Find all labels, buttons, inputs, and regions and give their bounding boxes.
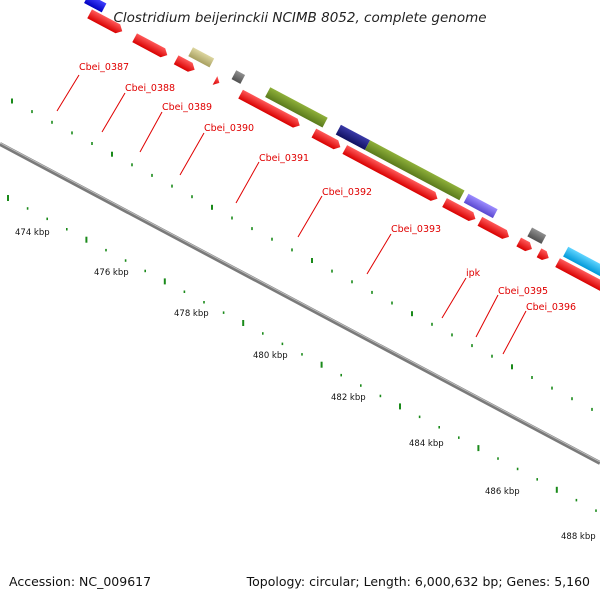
leader-line xyxy=(475,294,499,338)
tick-label: 486 kbp xyxy=(485,487,520,497)
feature-olive-long[interactable] xyxy=(364,140,465,201)
gene-label-cbei-0388[interactable]: Cbei_0388 xyxy=(125,83,175,94)
genome-summary-text: Topology: circular; Length: 6,000,632 bp… xyxy=(246,574,590,589)
cds-arrow[interactable] xyxy=(536,248,551,262)
gene-label-ipk[interactable]: ipk xyxy=(466,268,481,279)
gene-label-cbei-0392[interactable]: Cbei_0392 xyxy=(322,187,372,198)
cds-arrow[interactable] xyxy=(442,198,478,223)
leader-line xyxy=(101,92,126,133)
leader-line xyxy=(56,74,80,112)
cds-arrow[interactable] xyxy=(132,33,169,59)
accession-text: Accession: NC_009617 xyxy=(9,574,151,589)
feature-olive[interactable] xyxy=(265,87,328,128)
feature-khaki[interactable] xyxy=(188,47,215,68)
genome-backbone-highlight xyxy=(0,142,600,463)
feature-cyan[interactable] xyxy=(563,246,600,290)
cds-arrow[interactable] xyxy=(238,89,302,130)
feature-slate[interactable] xyxy=(463,193,498,219)
gene-label-cbei-0395[interactable]: Cbei_0395 xyxy=(498,286,548,297)
cds-arrow[interactable] xyxy=(212,76,222,87)
genome-backbone xyxy=(0,142,600,465)
gene-label-cbei-0393[interactable]: Cbei_0393 xyxy=(391,224,441,235)
leader-line xyxy=(139,111,163,153)
cds-arrow[interactable] xyxy=(477,216,512,241)
leader-line xyxy=(366,233,392,275)
cds-arrow[interactable] xyxy=(87,9,124,35)
gene-label-cbei-0389[interactable]: Cbei_0389 xyxy=(162,102,212,113)
tick-label: 480 kbp xyxy=(253,351,288,361)
cds-arrow[interactable] xyxy=(311,128,343,152)
feature-navy[interactable] xyxy=(335,124,371,151)
axis-labels: 474 kbp 476 kbp 478 kbp 480 kbp 482 kbp … xyxy=(15,228,596,542)
tick-label: 484 kbp xyxy=(409,439,444,449)
map-title: Clostridium beijerinckii NCIMB 8052, com… xyxy=(113,10,486,26)
cds-arrow[interactable] xyxy=(516,237,534,254)
cds-feature-blue[interactable] xyxy=(84,0,107,13)
tick-label: 488 kbp xyxy=(561,532,596,542)
feature-track xyxy=(84,0,600,299)
leader-line xyxy=(179,132,205,176)
feature-gray[interactable] xyxy=(231,70,246,84)
tick-label: 482 kbp xyxy=(331,393,366,403)
leader-line xyxy=(235,161,260,204)
leader-line xyxy=(502,310,527,355)
leader-line xyxy=(297,195,323,238)
gene-label-cbei-0387[interactable]: Cbei_0387 xyxy=(79,62,129,73)
feature-gray[interactable] xyxy=(527,227,547,244)
tick-label: 474 kbp xyxy=(15,228,50,238)
cds-arrow[interactable] xyxy=(173,55,197,74)
tick-label: 476 kbp xyxy=(94,268,129,278)
gene-label-cbei-0390[interactable]: Cbei_0390 xyxy=(204,123,254,134)
gene-label-cbei-0391[interactable]: Cbei_0391 xyxy=(259,153,309,164)
cds-arrow[interactable] xyxy=(342,145,439,203)
tick-label: 478 kbp xyxy=(174,309,209,319)
tick-marks xyxy=(7,98,597,512)
gene-labels: Cbei_0387 Cbei_0388 Cbei_0389 Cbei_0390 … xyxy=(56,62,576,355)
leader-line xyxy=(441,277,467,319)
cds-arrow[interactable] xyxy=(555,258,600,299)
gene-label-cbei-0396[interactable]: Cbei_0396 xyxy=(526,302,576,313)
